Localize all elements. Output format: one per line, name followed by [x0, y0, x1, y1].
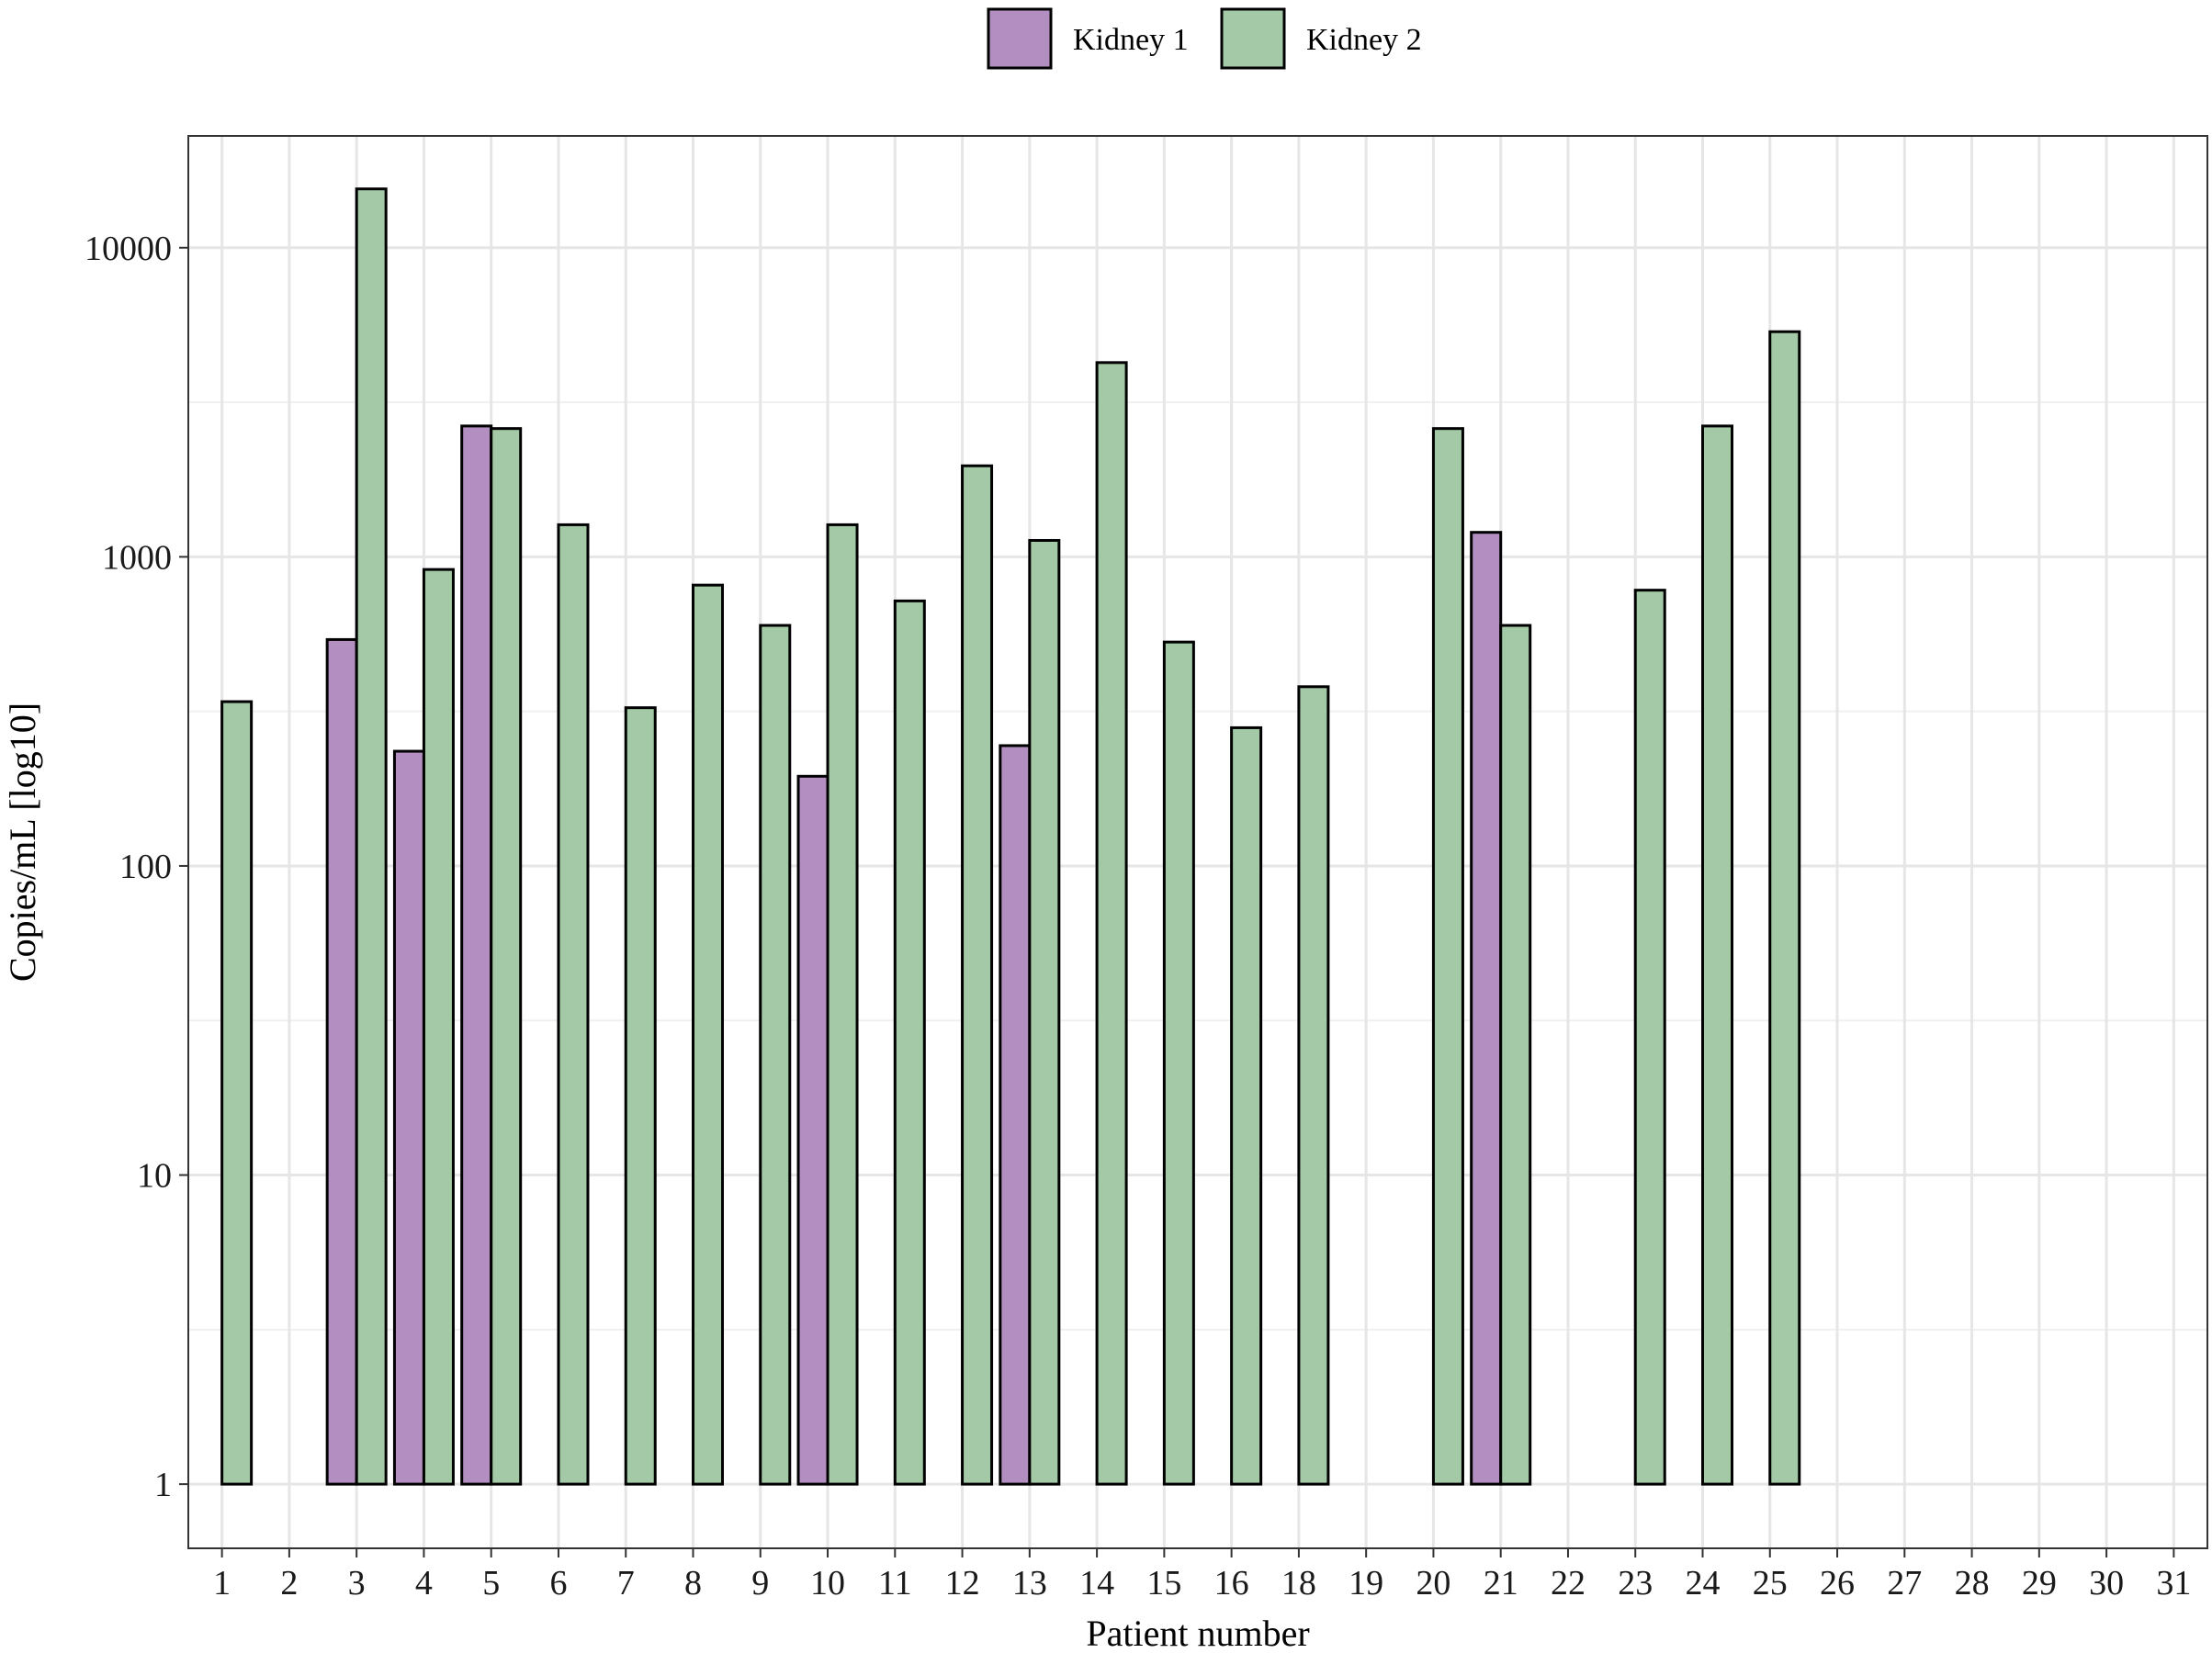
legend-label-kidney-1: Kidney 1	[1073, 23, 1189, 57]
bar-kidney-2-patient-23	[1633, 589, 1666, 1486]
bar-kidney-2-patient-5	[490, 427, 523, 1486]
x-tick-label: 19	[1349, 1564, 1383, 1602]
x-tick-label: 6	[549, 1564, 567, 1602]
x-tick-label: 31	[2156, 1564, 2191, 1602]
bar-kidney-2-patient-24	[1701, 424, 1733, 1486]
x-tick-label: 7	[617, 1564, 635, 1602]
x-tick-label: 25	[1753, 1564, 1788, 1602]
x-tick-label: 23	[1618, 1564, 1653, 1602]
bar-kidney-2-patient-14	[1095, 361, 1128, 1486]
legend: Kidney 1 Kidney 2	[987, 7, 1422, 70]
x-tick-label: 12	[945, 1564, 980, 1602]
x-tick-label: 10	[810, 1564, 845, 1602]
bar-kidney-1-patient-4	[392, 749, 425, 1486]
bar-kidney-2-patient-3	[355, 187, 388, 1486]
bar-kidney-2-patient-8	[692, 583, 724, 1486]
x-tick-label: 8	[684, 1564, 702, 1602]
legend-swatch-kidney-1	[987, 7, 1053, 70]
x-tick-label: 18	[1281, 1564, 1316, 1602]
x-tick-label: 4	[415, 1564, 433, 1602]
x-tick-label: 16	[1214, 1564, 1249, 1602]
x-tick-label: 15	[1146, 1564, 1181, 1602]
y-axis: 1 10 100 1000 10000	[85, 230, 188, 1504]
x-tick-label: 24	[1686, 1564, 1721, 1602]
legend-swatch-kidney-2	[1220, 7, 1286, 70]
bar-kidney-2-patient-18	[1297, 685, 1330, 1486]
x-tick-label: 29	[2022, 1564, 2057, 1602]
bar-kidney-1-patient-3	[325, 637, 358, 1486]
x-tick-label: 2	[280, 1564, 298, 1602]
x-tick-label: 5	[482, 1564, 500, 1602]
x-axis: 1 2 3 4 5 6 7 8 9 10 11 12 13 14 15 16 18 19 20 21 22 23 24 25 2…	[213, 1548, 2191, 1602]
bar-kidney-1-patient-13	[999, 744, 1032, 1486]
y-tick-label: 1	[154, 1466, 172, 1504]
bar-kidney-2-patient-1	[220, 700, 254, 1486]
bar-kidney-2-patient-16	[1230, 725, 1263, 1486]
y-tick-label: 100	[119, 848, 172, 886]
bar-kidney-2-patient-12	[961, 464, 994, 1486]
x-tick-label: 9	[751, 1564, 769, 1602]
bar-kidney-1-patient-21	[1470, 531, 1503, 1486]
x-tick-label: 22	[1551, 1564, 1586, 1602]
y-axis-title: Copies/mL [log10]	[2, 703, 43, 982]
y-tick-label: 1000	[102, 538, 172, 577]
bar-kidney-1-patient-10	[796, 774, 830, 1486]
bar-kidney-2-patient-20	[1431, 427, 1464, 1486]
x-tick-label: 11	[878, 1564, 912, 1602]
bar-kidney-2-patient-11	[893, 599, 926, 1486]
x-tick-label: 26	[1820, 1564, 1855, 1602]
x-tick-label: 27	[1887, 1564, 1922, 1602]
x-tick-label: 28	[1955, 1564, 1990, 1602]
bar-kidney-2-patient-13	[1028, 538, 1061, 1486]
bars	[220, 187, 1801, 1486]
x-tick-label: 13	[1012, 1564, 1047, 1602]
y-tick-label: 10	[137, 1157, 172, 1196]
bar-kidney-2-patient-25	[1768, 330, 1801, 1486]
x-tick-label: 14	[1079, 1564, 1114, 1602]
plot-panel-border	[187, 135, 2208, 1549]
x-tick-label: 21	[1484, 1564, 1518, 1602]
y-tick-label: 10000	[85, 230, 172, 268]
bar-kidney-2-patient-15	[1162, 640, 1195, 1486]
bar-kidney-2-patient-4	[422, 568, 455, 1486]
legend-label-kidney-2: Kidney 2	[1306, 23, 1422, 57]
x-tick-label: 20	[1416, 1564, 1450, 1602]
bar-kidney-2-patient-21	[1499, 624, 1532, 1486]
bar-kidney-1-patient-5	[460, 424, 493, 1486]
x-axis-title: Patient number	[1086, 1613, 1309, 1653]
bar-kidney-2-patient-6	[557, 523, 590, 1486]
x-tick-label: 1	[213, 1564, 231, 1602]
bar-kidney-2-patient-7	[624, 706, 657, 1486]
bar-kidney-2-patient-9	[759, 624, 792, 1486]
x-tick-label: 3	[348, 1564, 366, 1602]
x-tick-label: 30	[2089, 1564, 2124, 1602]
bar-kidney-2-patient-10	[826, 523, 859, 1486]
